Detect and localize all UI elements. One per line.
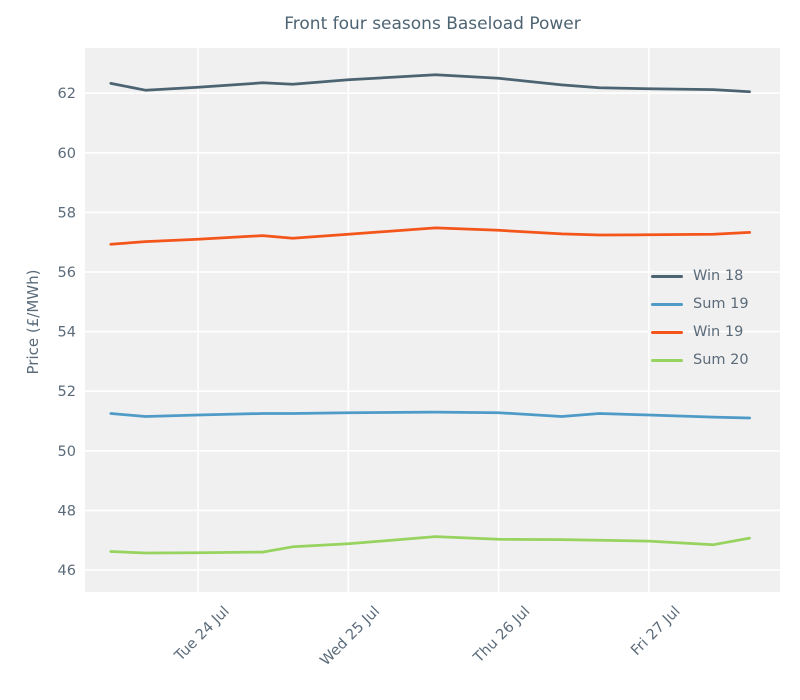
y-tick-label: 50 [58,444,76,460]
legend-label-win-18: Win 18 [693,268,744,284]
y-tick-label: 58 [58,205,76,221]
legend-swatch-win-18 [651,274,683,278]
legend-item-win-18: Win 18 [651,262,749,290]
legend-label-win-19: Win 19 [693,324,744,340]
x-tick-label: Wed 25 Jul [318,604,384,670]
legend-label-sum-19: Sum 19 [693,296,749,312]
x-tick-label: Tue 24 Jul [171,604,232,665]
chart-title: Front four seasons Baseload Power [284,14,581,34]
legend: Win 18 Sum 19 Win 19 Sum 20 [651,262,749,374]
legend-item-sum-19: Sum 19 [651,290,749,318]
series-line-win-19 [109,226,751,246]
y-tick-label: 60 [58,146,76,162]
plot-background [85,48,780,592]
y-tick-label: 46 [58,563,76,579]
y-tick-label: 54 [58,325,76,341]
y-tick-label: 56 [58,265,76,281]
y-tick-label: 52 [58,384,76,400]
x-tick-label: Thu 26 Jul [470,604,533,667]
legend-item-win-19: Win 19 [651,318,749,346]
y-tick-label: 62 [58,86,76,102]
legend-swatch-sum-20 [651,358,683,362]
series-line-sum-20 [109,535,751,555]
legend-item-sum-20: Sum 20 [651,346,749,374]
legend-label-sum-20: Sum 20 [693,352,749,368]
series-line-sum-19 [109,410,751,420]
series-line-win-18 [109,73,751,94]
y-tick-label: 48 [58,503,76,519]
x-tick-label: Fri 27 Jul [628,604,683,659]
legend-swatch-sum-19 [651,302,683,306]
legend-swatch-win-19 [651,330,683,334]
